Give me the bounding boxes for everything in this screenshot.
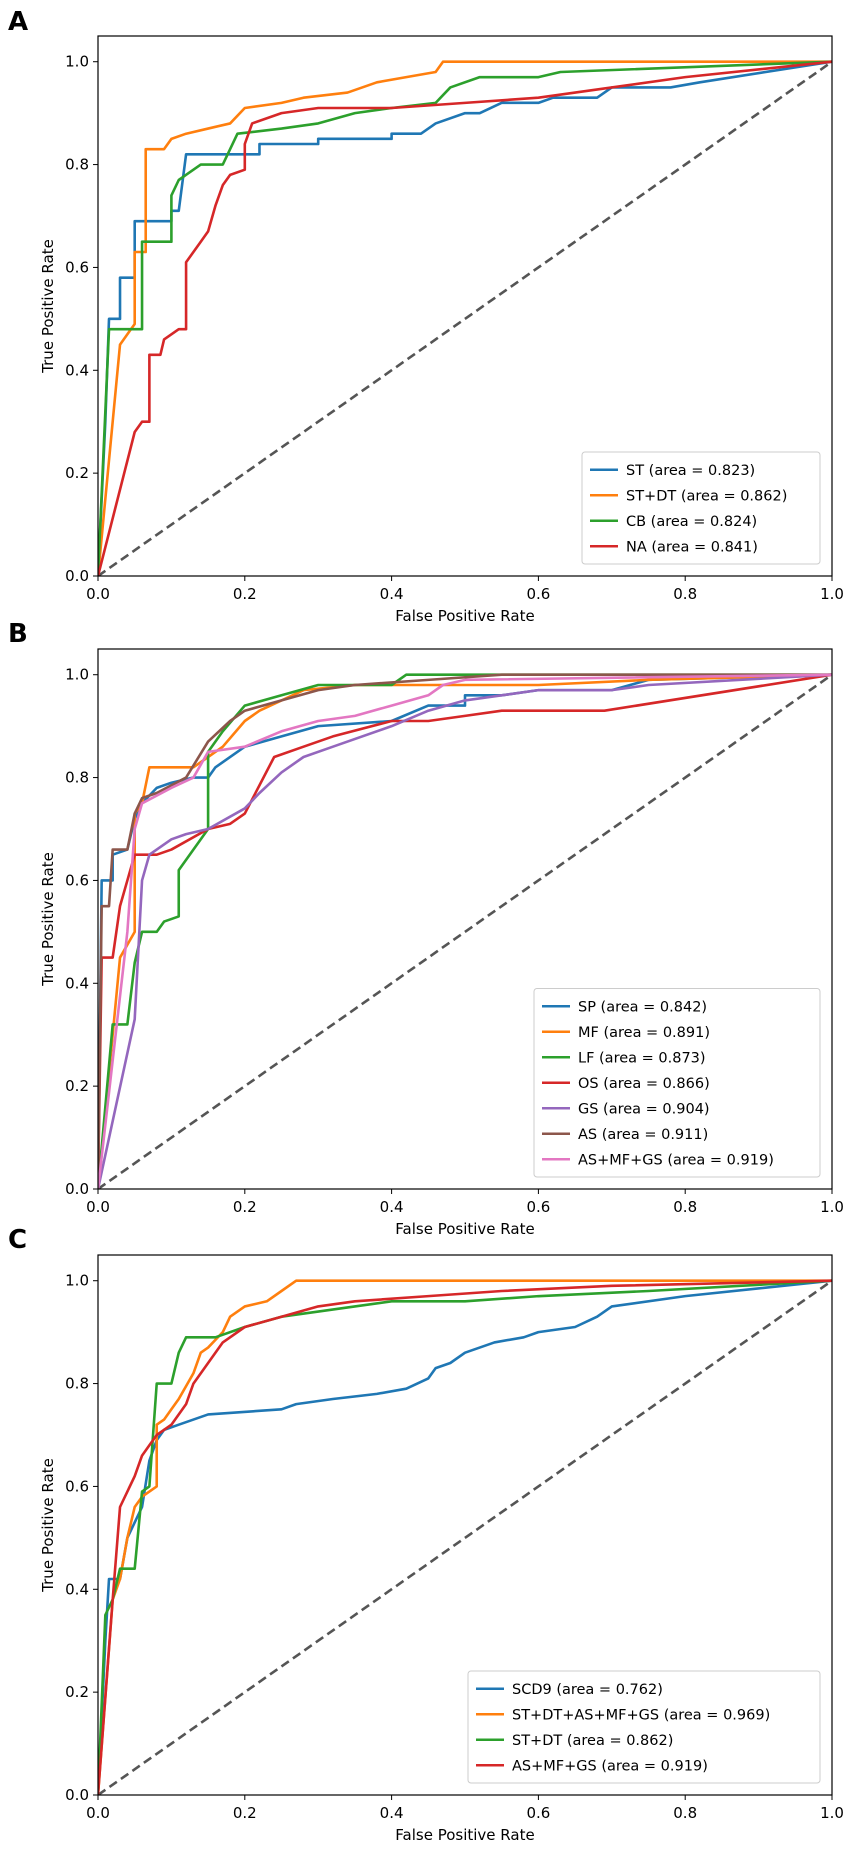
panel-c-ytick-label: 0.0 (65, 1786, 89, 1804)
panel-b-legend-label-6: AS (area = 0.911) (578, 1127, 708, 1143)
panel-a-diagonal-reference-line (98, 60, 832, 576)
panel-b-legend-label-5: GS (area = 0.904) (578, 1101, 710, 1117)
panel-a-ytick-label: 1.0 (65, 53, 89, 71)
panel-c-series-line-2 (98, 1279, 832, 1795)
panel-c-xtick-label: 0.8 (673, 1804, 697, 1822)
panel-a-legend-label-2: ST+DT (area = 0.862) (626, 488, 787, 504)
panel-a-series-line-2 (98, 60, 832, 576)
panel-a: A 0.0 0.2 0.4 0.6 0.8 1.0 0.0 0.2 0.4 0.6 0.8 1.0 Fal… (8, 7, 844, 625)
panel-c-ytick-label: 0.4 (65, 1580, 89, 1598)
panel-b-xtick-label: 0.4 (380, 1198, 404, 1216)
panel-b-ytick-label: 0.8 (65, 769, 89, 787)
panel-b-xtick-label: 0.0 (86, 1198, 110, 1216)
panel-a-letter: A (8, 7, 28, 37)
panel-c-xtick-label: 0.4 (380, 1804, 404, 1822)
panel-a-xtick-label: 0.4 (380, 585, 404, 603)
panel-a-xtick-label: 0.6 (526, 585, 550, 603)
panel-b-y-axis-label: True Positive Rate (39, 852, 57, 987)
panel-c-plot-frame (97, 1254, 833, 1796)
panel-c-legend-label-3: ST+DT (area = 0.862) (512, 1733, 673, 1749)
panel-c-series-line-3 (98, 1279, 832, 1795)
panel-c-legend: SCD9 (area = 0.762) ST+DT+AS+MF+GS (area … (467, 1670, 821, 1784)
panel-a-xtick-label: 1.0 (820, 585, 844, 603)
panel-b-xtick-label: 0.6 (526, 1198, 550, 1216)
panel-c-legend-label-1: SCD9 (area = 0.762) (512, 1682, 663, 1698)
panel-b-letter: B (8, 619, 28, 649)
panel-c-ytick-label: 0.2 (65, 1683, 89, 1701)
panel-b-legend-label-2: MF (area = 0.891) (578, 1025, 710, 1041)
panel-b-legend-label-3: LF (area = 0.873) (578, 1050, 706, 1066)
panel-a-xtick-label: 0.0 (86, 585, 110, 603)
panel-b-ytick-label: 0.0 (65, 1180, 89, 1198)
panel-c-legend-label-4: AS+MF+GS (area = 0.919) (512, 1758, 708, 1774)
panel-a-series-line-1 (98, 60, 832, 576)
panel-a-xtick-label: 0.2 (233, 585, 257, 603)
panel-a-xtick-label: 0.8 (673, 585, 697, 603)
panel-c-xtick-label: 1.0 (820, 1804, 844, 1822)
panel-a-legend-label-4: NA (area = 0.841) (626, 539, 758, 555)
panel-b: B 0.0 0.2 0.4 0.6 0.8 1.0 0.0 0.2 0.4 0.6 0.8 1.0 Fal… (8, 619, 844, 1238)
panel-c-series-line-4 (98, 1279, 832, 1795)
panel-c-x-axis-label: False Positive Rate (395, 1826, 534, 1844)
panel-c-legend-label-2: ST+DT+AS+MF+GS (area = 0.969) (512, 1707, 770, 1723)
panel-b-legend-label-7: AS+MF+GS (area = 0.919) (578, 1152, 774, 1168)
panel-b-plot-frame (97, 648, 833, 1190)
panel-b-legend-label-4: OS (area = 0.866) (578, 1076, 710, 1092)
panel-b-series-line-7 (98, 673, 832, 1189)
panel-a-plot-frame (97, 35, 833, 577)
panel-b-legend: SP (area = 0.842) MF (area = 0.891) LF (ar… (533, 988, 821, 1178)
panel-b-ytick-label: 0.2 (65, 1077, 89, 1095)
panel-b-ytick-label: 0.6 (65, 871, 89, 889)
panel-a-y-axis-label: True Positive Rate (39, 239, 57, 374)
panel-a-ytick-label: 0.0 (65, 567, 89, 585)
panel-c-diagonal-reference-line (98, 1279, 832, 1795)
panel-a-series-line-3 (98, 60, 832, 576)
panel-b-x-axis-label: False Positive Rate (395, 1220, 534, 1238)
panel-a-ytick-label: 0.8 (65, 156, 89, 174)
panel-a-x-axis-label: False Positive Rate (395, 607, 534, 625)
panel-c: C 0.0 0.2 0.4 0.6 0.8 1.0 0.0 0.2 0.4 0.6 0.8 1.0 Fal… (8, 1225, 844, 1844)
panel-b-diagonal-reference-line (98, 673, 832, 1189)
panel-a-ytick-label: 0.2 (65, 464, 89, 482)
panel-b-series-line-3 (98, 673, 832, 1189)
panel-c-legend-box (467, 1670, 821, 1784)
panel-c-xtick-label: 0.2 (233, 1804, 257, 1822)
panel-b-xtick-label: 0.2 (233, 1198, 257, 1216)
panel-b-xtick-label: 0.8 (673, 1198, 697, 1216)
panel-c-letter: C (8, 1225, 27, 1255)
panel-c-xtick-label: 0.6 (526, 1804, 550, 1822)
panel-a-series-line-4 (98, 60, 832, 576)
panel-c-ytick-label: 0.6 (65, 1477, 89, 1495)
panel-a-legend-label-3: CB (area = 0.824) (626, 514, 757, 530)
panel-b-legend-box (533, 988, 821, 1178)
panel-c-xtick-label: 0.0 (86, 1804, 110, 1822)
panel-b-series-line-5 (98, 673, 832, 1189)
panel-b-ytick-label: 0.4 (65, 974, 89, 992)
panel-b-xtick-label: 1.0 (820, 1198, 844, 1216)
panel-c-y-axis-label: True Positive Rate (39, 1458, 57, 1593)
panel-b-series-line-6 (98, 673, 832, 1189)
panel-c-ytick-label: 1.0 (65, 1272, 89, 1290)
panel-a-legend-label-1: ST (area = 0.823) (626, 463, 755, 479)
panel-a-ytick-label: 0.4 (65, 361, 89, 379)
panel-a-legend-box (581, 451, 821, 565)
panel-b-series-line-4 (98, 673, 832, 1189)
panel-b-legend-label-1: SP (area = 0.842) (578, 999, 707, 1015)
panel-b-ytick-label: 1.0 (65, 666, 89, 684)
panel-a-ytick-label: 0.6 (65, 258, 89, 276)
panel-c-ytick-label: 0.8 (65, 1375, 89, 1393)
panel-a-legend: ST (area = 0.823) ST+DT (area = 0.862) CB … (581, 451, 821, 565)
